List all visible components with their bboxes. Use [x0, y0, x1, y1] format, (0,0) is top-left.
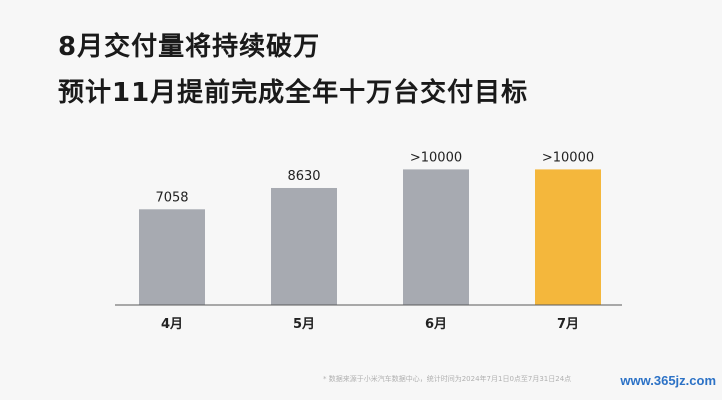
x-tick-label-2: 5月 — [293, 317, 315, 332]
x-tick-label-1: 4月 — [161, 317, 183, 332]
x-tick-label-3: 6月 — [425, 317, 447, 332]
watermark: www.365jz.com — [620, 373, 716, 388]
bar-value-label-4: >10000 — [542, 150, 594, 165]
bar-4 — [535, 169, 601, 305]
page-subtitle: 预计11月提前完成全年十万台交付目标 — [58, 78, 529, 108]
bar-value-label-1: 7058 — [155, 190, 188, 205]
data-source-footnote: * 数据来源于小米汽车数据中心，统计时间为2024年7月1日0点至7月31日24… — [323, 375, 572, 383]
x-tick-label-4: 7月 — [557, 317, 579, 332]
bar-1 — [139, 209, 205, 305]
bar-value-label-2: 8630 — [287, 169, 320, 184]
bar-value-label-3: >10000 — [410, 150, 462, 165]
bar-2 — [271, 187, 337, 305]
bar-3 — [403, 169, 469, 305]
page-title: 8月交付量将持续破万 — [58, 32, 321, 62]
